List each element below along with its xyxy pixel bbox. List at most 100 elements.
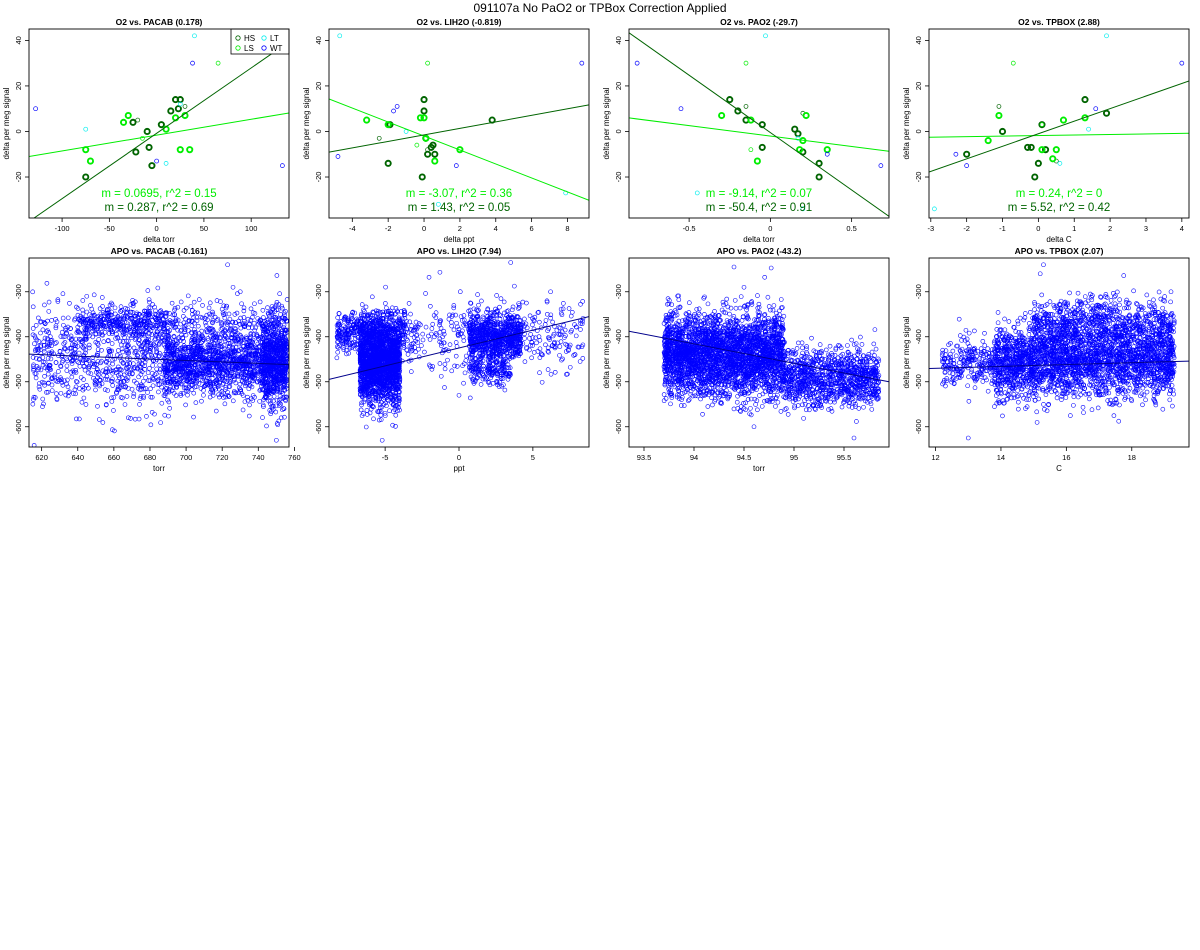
data-point [65,377,70,383]
data-point [214,318,220,323]
data-point [123,313,128,319]
data-point [110,376,115,382]
data-point [244,363,249,369]
data-point [213,369,219,374]
data-point-hs [420,107,428,115]
data-point-ls [86,157,95,165]
data-point [279,305,285,311]
data-point [41,349,47,354]
data-point [206,372,211,378]
data-point [212,350,217,356]
data-point [251,320,257,326]
data-point [222,354,227,360]
data-point [162,393,168,399]
data-point [36,339,42,344]
data-point [393,412,399,418]
plot-area [629,32,889,217]
x-tick-label: 1 [1072,224,1076,233]
data-point-outlier [237,289,243,295]
data-point [264,339,269,344]
data-point [274,333,279,338]
data-point [162,362,168,367]
data-point [147,320,153,326]
data-point [143,323,149,329]
data-point [119,346,125,352]
data-point [210,311,216,317]
data-point [260,308,266,313]
data-point [83,318,89,323]
data-point [30,401,36,407]
data-point-ls [1059,116,1068,124]
data-point [246,343,251,348]
data-point [230,366,236,371]
fit-line-hs [329,104,589,153]
data-point [53,317,58,322]
data-point [213,363,219,369]
data-point [30,326,36,331]
data-point [120,349,126,355]
data-point [55,299,61,304]
data-point [142,350,147,355]
data-point [41,380,47,386]
data-point-wt [33,106,38,112]
data-point-outlier [225,262,230,268]
data-point [92,380,98,386]
data-point [193,352,199,358]
data-point [117,316,122,322]
data-point-hs [427,143,435,151]
data-point-hs [384,159,392,167]
data-point [98,311,104,317]
data-point [173,342,179,348]
data-point-wt [678,106,684,112]
data-point [259,334,265,340]
data-point [92,377,98,383]
data-point [61,341,67,347]
plot-area [29,262,289,447]
data-point [207,300,213,306]
data-point [218,299,223,304]
data-point [143,375,148,380]
data-point [260,402,266,408]
data-point-ls [176,146,184,154]
data-point [153,312,159,318]
data-point [187,373,192,378]
data-point [222,346,227,352]
data-point [109,399,115,404]
data-point [95,374,100,380]
data-point [35,347,40,352]
data-point [120,339,126,344]
data-point [137,396,143,401]
data-point-hs [182,104,188,109]
data-point [129,386,135,392]
data-point [281,406,286,411]
data-point [150,363,156,368]
y-tick-label: 0 [914,129,923,133]
data-point [171,385,176,390]
data-point [201,362,207,368]
data-point [223,385,229,390]
data-point [262,367,268,373]
data-point-hs [794,130,802,138]
data-point [136,337,141,342]
data-point [158,367,163,373]
data-point [379,404,385,410]
data-point [192,362,197,368]
data-point [257,299,263,305]
data-point [210,329,215,334]
chart-title: O2 vs. LIH2O (-0.819) [416,17,501,27]
data-point [383,301,388,306]
data-point [86,345,92,351]
data-point-lt [83,126,89,132]
data-point [198,386,204,391]
data-point [248,374,254,379]
data-point [175,374,180,380]
data-point [219,389,225,394]
data-point [177,352,183,358]
data-point [146,349,152,355]
data-point [269,353,275,359]
data-point [84,309,90,315]
data-point [175,304,181,310]
data-point [228,335,234,341]
data-point [281,322,287,328]
data-point [393,424,398,429]
